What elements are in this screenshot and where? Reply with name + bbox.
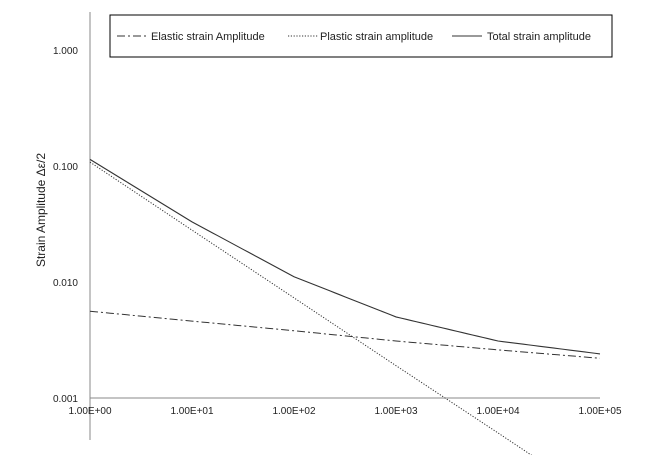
x-tick-label: 1.00E+01 [170, 406, 214, 417]
legend-box [109, 14, 613, 58]
series-line-plastic-strain-amplitude [89, 161, 533, 455]
series-lines [89, 158, 601, 455]
axes [89, 12, 600, 440]
x-tick-label: 1.00E+02 [272, 406, 316, 417]
x-tick-label: 1.00E+03 [374, 406, 418, 417]
y-tick-label: 0.100 [53, 162, 78, 173]
series-line-elastic-strain-amplitude [89, 310, 601, 359]
y-axis-title: Strain Amplitude Δε/2 [34, 153, 48, 267]
y-tick-label: 0.010 [53, 278, 78, 289]
series-line-total-strain-amplitude [89, 158, 601, 355]
x-tick-label: 1.00E+00 [68, 406, 112, 417]
tick-labels: 1.00E+00 1.00E+01 1.00E+02 1.00E+03 1.00E+04… [53, 46, 622, 417]
legend-label: Elastic strain Amplitude [151, 31, 265, 43]
y-tick-label: 0.001 [53, 394, 78, 405]
x-tick-label: 1.00E+04 [476, 406, 520, 417]
legend-label: Plastic strain amplitude [320, 31, 433, 43]
legend-label: Total strain amplitude [487, 31, 591, 43]
legend: Elastic strain Amplitude Plastic strain a… [109, 14, 613, 58]
x-tick-label: 1.00E+05 [578, 406, 622, 417]
y-tick-label: 1.000 [53, 46, 78, 57]
